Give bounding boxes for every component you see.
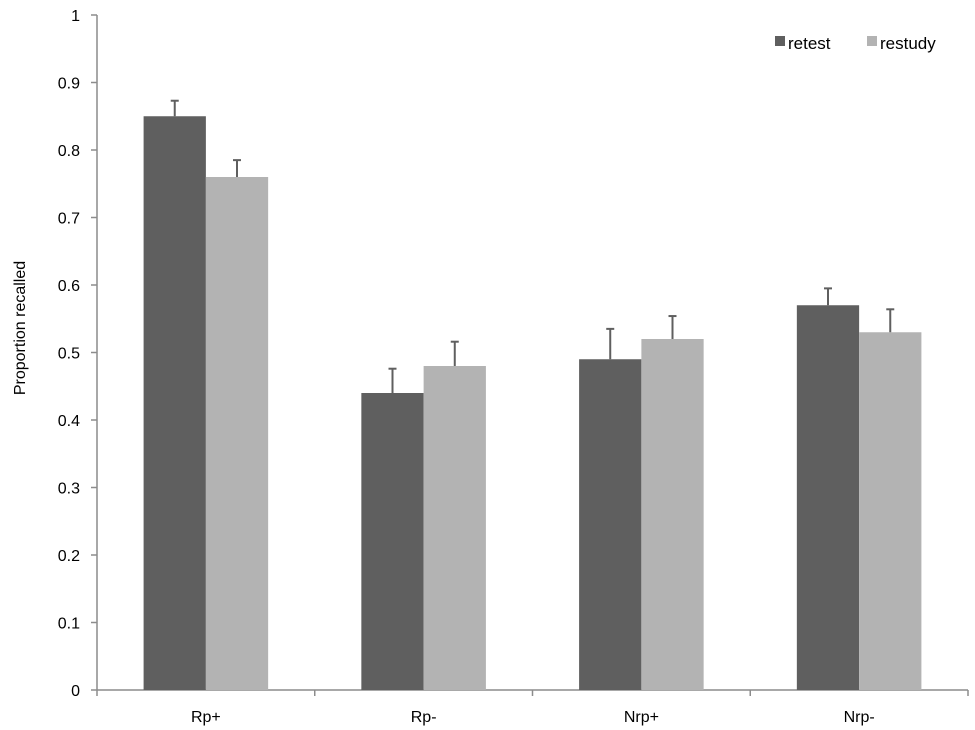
legend-label-restudy: restudy bbox=[880, 34, 936, 53]
bar-retest-Rp+ bbox=[143, 116, 206, 690]
legend-swatch-retest bbox=[775, 36, 785, 46]
category-labels: Rp+ Rp- Nrp+ Nrp- bbox=[191, 709, 875, 726]
bar-restudy-Nrp- bbox=[859, 332, 922, 690]
error-bars bbox=[170, 99, 895, 393]
bar-restudy-Rp- bbox=[423, 366, 486, 690]
legend-swatch-restudy bbox=[867, 36, 877, 46]
legend: retest restudy bbox=[775, 34, 936, 53]
x-tick-label: Nrp- bbox=[844, 709, 875, 726]
x-tick-label: Rp- bbox=[411, 709, 437, 726]
x-axis bbox=[96, 689, 969, 696]
y-tick-label: 1 bbox=[71, 8, 80, 25]
bar-restudy-Rp+ bbox=[205, 177, 269, 690]
bar-restudy-Nrp+ bbox=[641, 339, 704, 690]
y-tick-label: 0.9 bbox=[58, 76, 80, 93]
x-tick-label: Nrp+ bbox=[624, 709, 659, 726]
y-axis: 0 0.1 0.2 0.3 0.4 0.5 0.6 0.7 0.8 0.9 1 bbox=[58, 8, 98, 700]
x-tick-label: Rp+ bbox=[191, 709, 221, 726]
y-axis-title: Proportion recalled bbox=[12, 261, 29, 395]
y-tick-label: 0.6 bbox=[58, 278, 80, 295]
y-tick-label: 0.8 bbox=[58, 143, 80, 160]
y-tick-label: 0.5 bbox=[58, 346, 80, 363]
bars bbox=[143, 116, 922, 690]
y-tick-label: 0.2 bbox=[58, 548, 80, 565]
bar-retest-Nrp- bbox=[796, 305, 860, 690]
bar-retest-Nrp+ bbox=[579, 359, 642, 690]
y-tick-label: 0.4 bbox=[58, 413, 80, 430]
legend-label-retest: retest bbox=[788, 34, 831, 53]
y-tick-label: 0.1 bbox=[58, 616, 80, 633]
y-tick-label: 0.3 bbox=[58, 481, 80, 498]
y-tick-label: 0 bbox=[71, 683, 80, 700]
y-tick-label: 0.7 bbox=[58, 211, 80, 228]
bar-retest-Rp- bbox=[361, 393, 424, 690]
